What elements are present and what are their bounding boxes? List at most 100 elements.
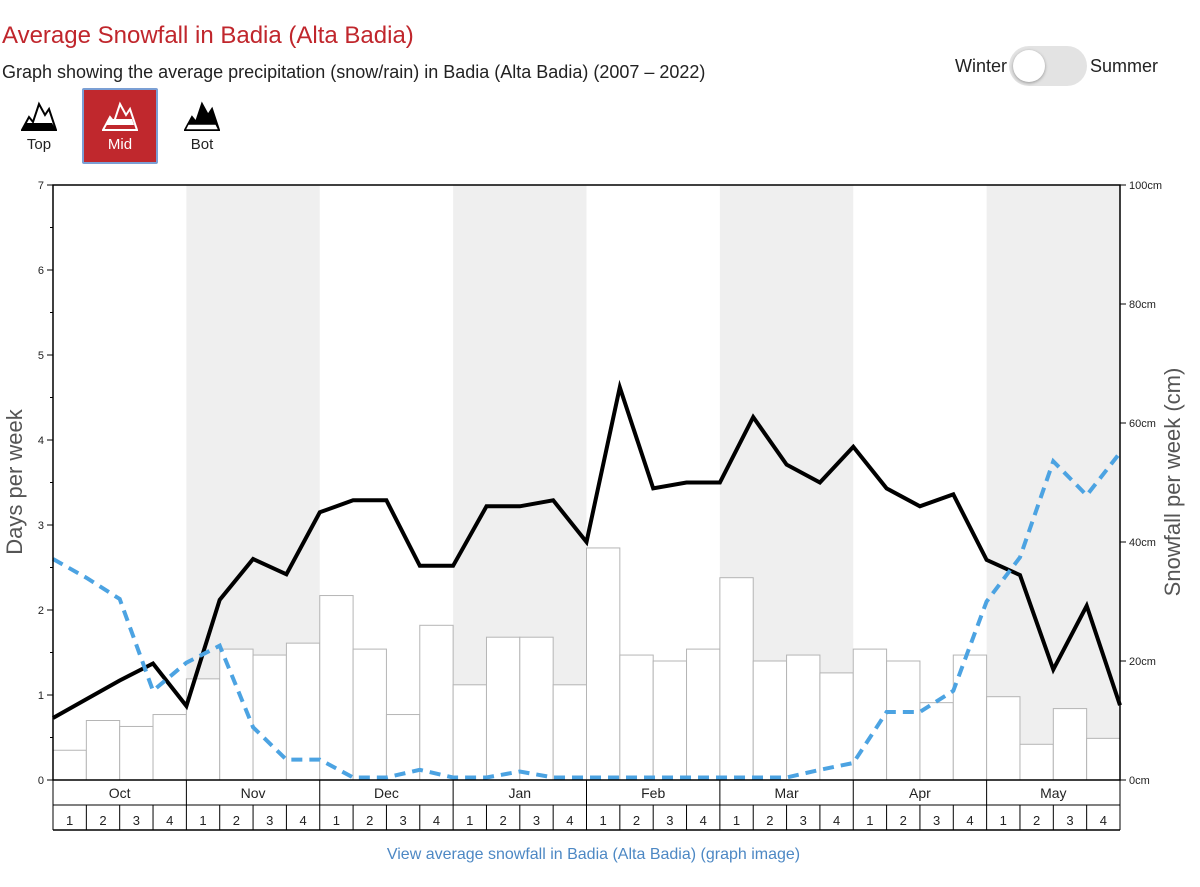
elevation-top-label: Top <box>26 136 52 153</box>
week-label: 4 <box>566 813 573 828</box>
month-label-apr: Apr <box>909 785 931 801</box>
week-label: 4 <box>166 813 173 828</box>
snowfall-bar[interactable] <box>1019 743 1054 781</box>
y-axis-title: Days per week <box>2 408 27 555</box>
week-label: 2 <box>500 813 507 828</box>
elevation-bottom-label: Bot <box>190 136 214 153</box>
week-label: 4 <box>1100 813 1107 828</box>
week-label: 3 <box>1066 813 1073 828</box>
snowfall-bar[interactable] <box>419 624 454 781</box>
graph-image-link[interactable]: View average snowfall in Badia (Alta Bad… <box>386 846 801 863</box>
month-band-may <box>986 185 1120 780</box>
week-label: 3 <box>933 813 940 828</box>
month-label-may: May <box>1040 785 1066 801</box>
y-tick-label: 2 <box>38 605 44 617</box>
snowfall-bar[interactable] <box>52 749 87 781</box>
week-label: 3 <box>399 813 406 828</box>
y-tick-label: 1 <box>38 690 44 702</box>
mountain-mid-icon <box>102 101 138 131</box>
snowfall-bar[interactable] <box>986 696 1021 781</box>
snowfall-bar[interactable] <box>786 654 821 781</box>
week-label: 3 <box>533 813 540 828</box>
y2-tick-label: 100cm <box>1129 180 1162 192</box>
elevation-top-button[interactable]: Top <box>1 88 77 164</box>
snow-days-line <box>52 379 1122 720</box>
snowfall-bar[interactable] <box>352 648 387 781</box>
snowfall-bar[interactable] <box>252 654 287 781</box>
chart-title: Average Snowfall in Badia (Alta Badia) <box>2 22 414 49</box>
week-label: 1 <box>66 813 73 828</box>
snowfall-bar[interactable] <box>752 660 788 781</box>
week-label: 2 <box>99 813 106 828</box>
summer-label[interactable]: Summer <box>1090 56 1159 76</box>
season-switch[interactable] <box>1009 46 1088 86</box>
week-label: 1 <box>199 813 206 828</box>
y2-axis-title: Snowfall per week (cm) <box>1160 368 1185 597</box>
week-label: 1 <box>466 813 473 828</box>
elevation-mid-button[interactable]: Mid <box>82 88 158 164</box>
y-tick-label: 6 <box>38 265 44 277</box>
snowfall-bar[interactable] <box>1086 737 1121 781</box>
rain-days-line <box>52 451 1122 780</box>
week-label: 2 <box>233 813 240 828</box>
snowfall-bar[interactable] <box>85 720 121 781</box>
snowfall-bar[interactable] <box>619 654 654 781</box>
snowfall-bar[interactable] <box>886 660 921 781</box>
snowfall-bar[interactable] <box>152 714 187 781</box>
week-label: 4 <box>433 813 440 828</box>
week-label: 3 <box>133 813 140 828</box>
snowfall-bar[interactable] <box>686 648 721 781</box>
snowfall-bar[interactable] <box>119 725 154 781</box>
y-tick-label: 7 <box>38 180 44 192</box>
snowfall-bar[interactable] <box>519 636 554 781</box>
snowfall-bar[interactable] <box>485 636 521 781</box>
month-label-nov: Nov <box>241 785 266 801</box>
chart-subtitle: Graph showing the average precipitation … <box>2 62 706 82</box>
week-label: 4 <box>299 813 306 828</box>
y2-tick-label: 0cm <box>1129 775 1150 787</box>
week-label: 3 <box>666 813 673 828</box>
season-toggle: Winter Summer <box>955 46 1158 86</box>
mountain-top-icon <box>21 101 57 131</box>
y2-tick-label: 20cm <box>1129 656 1156 668</box>
week-label: 4 <box>966 813 973 828</box>
snowfall-bar[interactable] <box>719 577 754 781</box>
y2-tick-label: 80cm <box>1129 299 1156 311</box>
week-label: 1 <box>600 813 607 828</box>
week-label: 2 <box>366 813 373 828</box>
y-tick-label: 0 <box>38 775 44 787</box>
y-tick-label: 3 <box>38 520 44 532</box>
y2-tick-label: 40cm <box>1129 537 1156 549</box>
y-tick-label: 4 <box>38 435 44 447</box>
week-label: 1 <box>866 813 873 828</box>
week-label: 4 <box>700 813 707 828</box>
season-switch-knob[interactable] <box>1013 50 1046 82</box>
week-label: 2 <box>900 813 907 828</box>
week-label: 3 <box>800 813 807 828</box>
week-label: 1 <box>1000 813 1007 828</box>
week-label: 4 <box>833 813 840 828</box>
snowfall-bar[interactable] <box>919 702 954 781</box>
mountain-bottom-icon <box>184 101 220 131</box>
snowfall-bar[interactable] <box>586 547 621 781</box>
month-label-feb: Feb <box>641 785 665 801</box>
snowfall-bar[interactable] <box>319 595 354 781</box>
snowfall-bar[interactable] <box>852 648 888 781</box>
week-label: 2 <box>1033 813 1040 828</box>
elevation-mid-label: Mid <box>107 136 133 153</box>
month-label-oct: Oct <box>109 785 131 801</box>
week-label: 3 <box>266 813 273 828</box>
snowfall-bar[interactable] <box>652 660 688 781</box>
snowfall-bar[interactable] <box>1052 708 1088 781</box>
winter-label[interactable]: Winter <box>955 56 1008 76</box>
month-label-dec: Dec <box>374 785 399 801</box>
y2-tick-label: 60cm <box>1129 418 1156 430</box>
week-label: 1 <box>333 813 340 828</box>
week-label: 1 <box>733 813 740 828</box>
elevation-bottom-button[interactable]: Bot <box>164 88 240 164</box>
snowfall-bar[interactable] <box>552 684 587 781</box>
week-label: 2 <box>633 813 640 828</box>
month-label-mar: Mar <box>775 785 799 801</box>
snowfall-bar[interactable] <box>452 684 487 781</box>
